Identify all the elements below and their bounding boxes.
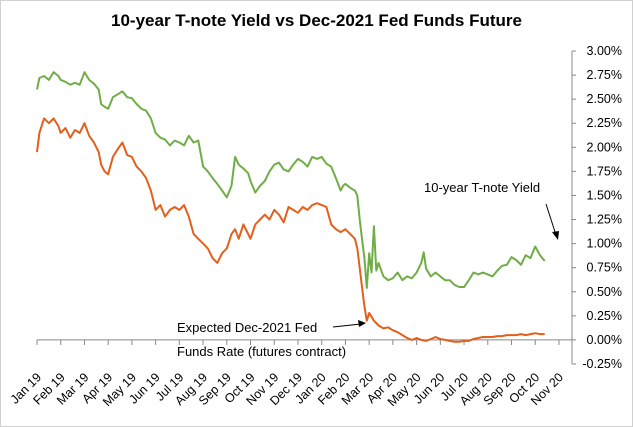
y-tick-label: 0.75% [587, 261, 622, 275]
y-tick-label: 1.50% [587, 188, 622, 202]
y-tick-label: 1.75% [587, 164, 622, 178]
y-tick-label: 1.00% [587, 237, 622, 251]
y-tick-label: -0.25% [582, 357, 622, 371]
y-tick-label: 0.00% [587, 333, 622, 347]
annotation-tnote-label: 10-year T-note Yield [424, 180, 540, 195]
y-tick-label: 0.25% [587, 309, 622, 323]
y-tick-label: 2.75% [587, 68, 622, 82]
annotation-fedfunds-label-line2: Funds Rate (futures contract) [177, 344, 346, 359]
y-tick-label: 0.50% [587, 285, 622, 299]
y-tick-label: 2.50% [587, 92, 622, 106]
y-tick-label: 2.25% [587, 116, 622, 130]
y-tick-label: 3.00% [587, 44, 622, 58]
annotation-tnote-arrow [545, 203, 559, 240]
annotation-fedfunds-arrow [332, 320, 366, 328]
y-tick-label: 1.25% [587, 213, 622, 227]
series-line-fedfunds [36, 117, 545, 343]
y-tick-label: 2.00% [587, 140, 622, 154]
series-line-tnote [36, 71, 546, 289]
annotation-fedfunds-label-line1: Expected Dec-2021 Fed [177, 320, 317, 335]
chart-title: 10-year T-note Yield vs Dec-2021 Fed Fun… [111, 11, 522, 30]
